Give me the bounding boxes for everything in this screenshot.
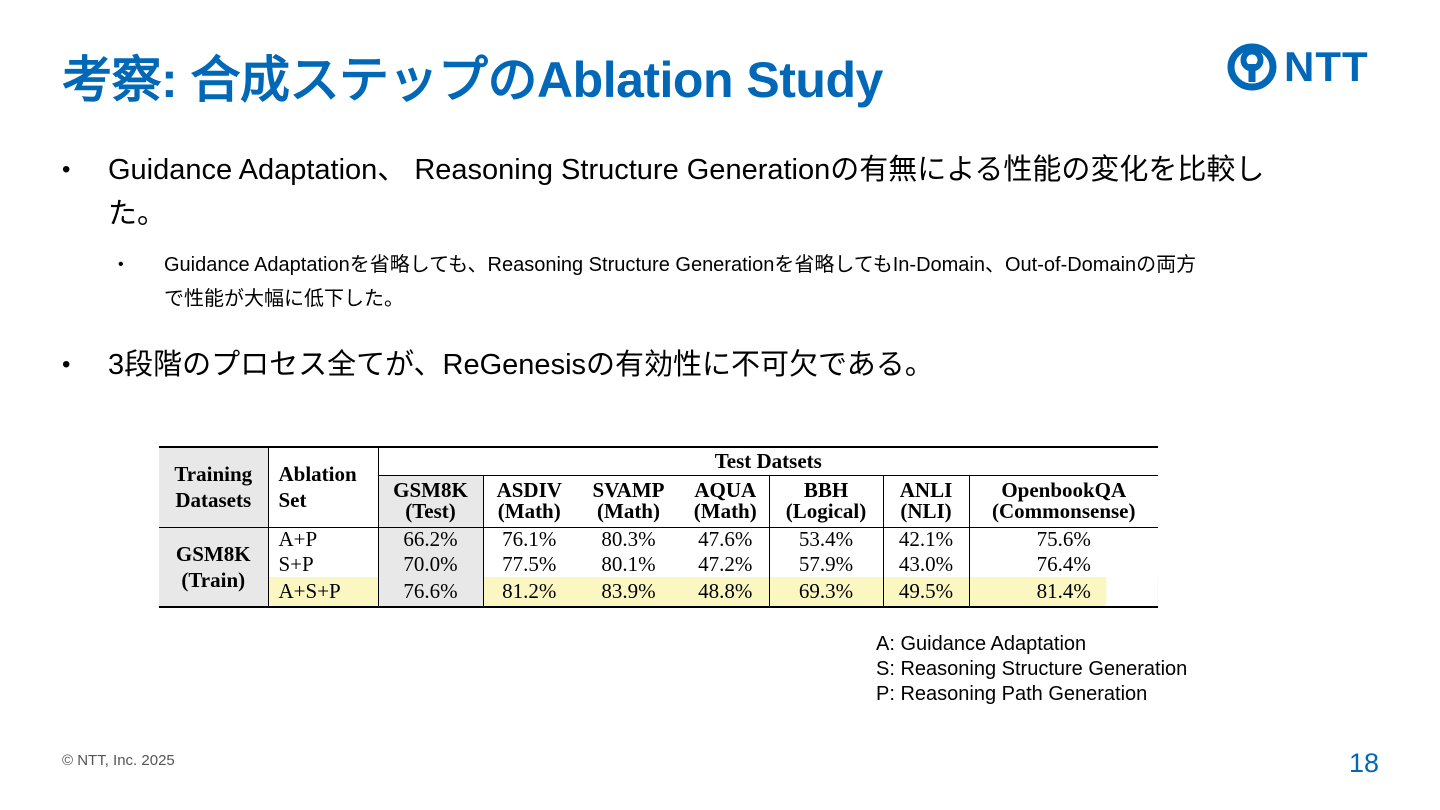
slide-title: 考察: 合成ステップのAblation Study: [62, 52, 883, 108]
bullet-1: • Guidance Adaptation、 Reasoning Structu…: [62, 148, 1268, 236]
header-ablation-set: Ablation Set: [267, 447, 378, 528]
results-table: Training Datasets Ablation Set Test Dats…: [159, 446, 1159, 608]
value-cell: 47.6%: [698, 527, 753, 552]
ablation-set-cell: A+S+P: [267, 577, 378, 608]
header-col-gsm8k: GSM8K (Test): [377, 475, 483, 528]
value-cell: 76.4%: [968, 552, 1159, 577]
value-cell: 70.0%: [377, 552, 483, 577]
header-col-sub: (NLI): [900, 499, 952, 523]
ntt-logo-icon: [1227, 43, 1277, 91]
legend-item: S: Reasoning Structure Generation: [876, 658, 1188, 680]
value-cell: 80.1%: [601, 552, 656, 576]
copyright: © NTT, Inc. 2025: [62, 752, 175, 769]
value-cell: 42.1%: [882, 527, 969, 552]
header-col-openbookqa: OpenbookQA (Commonsense): [968, 475, 1159, 528]
ablation-results-table: Training Datasets Ablation Set Test Dats…: [159, 446, 1159, 608]
value-cell: 83.9%: [575, 577, 682, 608]
header-col-aqua: AQUA (Math): [682, 475, 769, 528]
value-cell: 81.4%: [968, 577, 1159, 608]
value-cell: 47.2%: [698, 552, 753, 576]
header-training-label: Training Datasets: [174, 462, 253, 513]
value-cell: 53.4%: [768, 527, 883, 552]
header-col-name: AQUA: [694, 478, 757, 502]
ablation-set-cell: S+P: [267, 552, 378, 577]
value-cell: 57.9%: [768, 552, 883, 577]
value-cell: 77.5%: [482, 552, 575, 577]
sub-bullet-1: • Guidance Adaptationを省略しても、Reasoning St…: [118, 248, 1204, 316]
bullet-marker: •: [62, 351, 71, 378]
header-training-datasets: Training Datasets: [159, 447, 268, 528]
bullet-2-text: 3段階のプロセス全てが、ReGenesisの有効性に不可欠である。: [108, 349, 934, 381]
header-ablation-label: Ablation Set: [278, 462, 357, 513]
header-col-name: SVAMP: [592, 478, 665, 502]
value-cell: 76.1%: [482, 527, 575, 552]
header-col-name: ASDIV: [496, 478, 562, 502]
header-col-sub: (Commonsense): [992, 499, 1136, 523]
bullet-1-text: Guidance Adaptation、 Reasoning Structure…: [108, 154, 1265, 230]
legend-item: A: Guidance Adaptation: [876, 633, 1087, 655]
header-col-sub: (Math): [597, 499, 660, 523]
table-row: GSM8K (Train) A+P 66.2% 76.1% 80.3% 47.6…: [159, 527, 1159, 608]
table-row: S+P 70.0% 77.5% 80.1% 47.2% 57.9% 43.0% …: [159, 552, 1159, 577]
training-dataset-label: GSM8K (Train): [175, 541, 251, 592]
header-col-svamp: SVAMP (Math): [575, 475, 682, 528]
header-col-name: OpenbookQA: [1001, 478, 1127, 502]
value-cell: 81.2%: [482, 577, 575, 608]
header-col-sub: (Test): [405, 499, 456, 523]
header-col-asdiv: ASDIV (Math): [482, 475, 575, 528]
header-col-name: ANLI: [899, 478, 953, 502]
training-dataset-cell: GSM8K (Train): [159, 527, 268, 608]
page-number: 18: [1349, 748, 1380, 778]
header-col-sub: (Logical): [785, 499, 867, 523]
legend-item: P: Reasoning Path Generation: [876, 683, 1148, 705]
header-col-sub: (Math): [497, 499, 561, 523]
value-cell: 69.3%: [768, 577, 883, 608]
value-cell: 66.2%: [377, 527, 483, 552]
header-col-anli: ANLI (NLI): [882, 475, 969, 528]
table-row-highlighted: A+S+P 76.6% 81.2% 83.9% 48.8% 69.3% 49.5…: [159, 577, 1159, 608]
value-cell: 75.6%: [968, 527, 1159, 552]
sub-bullet-1-text: Guidance Adaptationを省略しても、Reasoning Stru…: [164, 254, 1197, 310]
abbreviation-legend: A: Guidance Adaptation S: Reasoning Stru…: [876, 632, 1187, 707]
value-cell: 49.5%: [882, 577, 969, 608]
bullet-marker: •: [62, 156, 71, 183]
value-cell: 48.8%: [682, 577, 769, 608]
header-test-datasets: Test Datsets: [377, 447, 1159, 476]
header-col-name: GSM8K: [393, 478, 468, 502]
logo-text: NTT: [1284, 43, 1369, 90]
ntt-logo: NTT: [1226, 42, 1369, 92]
value-cell: 76.6%: [377, 577, 483, 608]
header-col-bbh: BBH (Logical): [768, 475, 883, 528]
header-col-sub: (Math): [693, 499, 757, 523]
bullet-marker: •: [118, 256, 124, 273]
value-cell: 43.0%: [882, 552, 969, 577]
value-cell: 80.3%: [601, 527, 656, 552]
bullet-2: • 3段階のプロセス全てが、ReGenesisの有効性に不可欠である。: [62, 343, 1208, 387]
ablation-set-cell: A+P: [267, 527, 378, 552]
header-col-name: BBH: [803, 478, 849, 502]
